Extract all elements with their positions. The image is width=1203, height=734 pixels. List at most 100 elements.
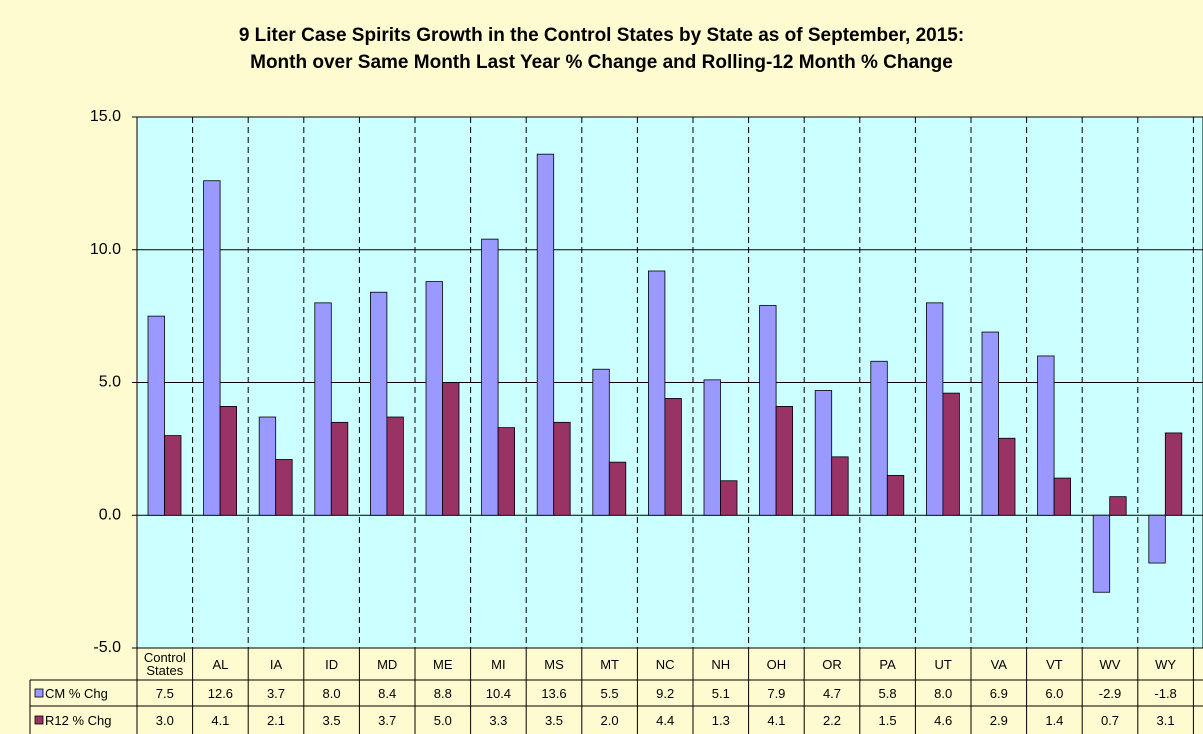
y-tick-label: 10.0 — [90, 241, 121, 258]
table-value: 3.7 — [378, 712, 397, 728]
legend-key — [34, 715, 44, 725]
bar — [442, 382, 460, 516]
table-value: 8.0 — [934, 685, 953, 701]
category-label: AL — [212, 656, 229, 672]
table-value: 12.6 — [207, 685, 234, 701]
bar — [886, 475, 905, 516]
category-label: OH — [766, 656, 787, 672]
category-label: OR — [822, 656, 842, 672]
table-value: 1.4 — [1045, 712, 1064, 728]
table-value: 2.1 — [266, 712, 286, 728]
chart-title: 9 Liter Case Spirits Growth in the Contr… — [238, 25, 965, 46]
bar — [553, 421, 571, 516]
table-value: 8.8 — [433, 685, 452, 701]
bar — [536, 153, 555, 516]
bar — [258, 416, 277, 516]
table-value: 4.1 — [211, 712, 230, 728]
table-value: 1.5 — [878, 712, 897, 728]
category-label: MD — [377, 656, 398, 672]
y-tick-label: 5.0 — [99, 374, 121, 391]
bar — [314, 302, 332, 516]
bar — [497, 427, 516, 516]
table-value: 10.4 — [485, 685, 512, 701]
bar — [219, 405, 238, 516]
table-value: 5.8 — [878, 685, 897, 701]
bar — [926, 302, 944, 516]
category-label: MI — [491, 656, 506, 672]
category-label: MT — [600, 656, 619, 672]
bar — [330, 421, 349, 516]
table-value: 2.0 — [600, 712, 619, 728]
bar — [831, 456, 849, 516]
bar — [147, 315, 165, 516]
y-tick-label: 15.0 — [90, 108, 121, 125]
category-label: VT — [1046, 656, 1063, 672]
table-value: 3.7 — [266, 685, 286, 701]
chart-subtitle: Month over Same Month Last Year % Change… — [250, 52, 953, 73]
category-label: MS — [544, 656, 564, 672]
bar — [608, 461, 627, 516]
category-label: ID — [325, 656, 339, 672]
table-value: 6.9 — [989, 685, 1008, 701]
category-label: PA — [879, 656, 896, 672]
table-value: 0.7 — [1100, 712, 1120, 728]
bar — [1092, 514, 1111, 593]
bar — [703, 379, 721, 516]
table-value: 4.6 — [934, 712, 953, 728]
bar — [1109, 496, 1127, 516]
category-label: WV — [1099, 656, 1121, 672]
bar — [481, 238, 499, 516]
table-value: 8.0 — [322, 685, 341, 701]
table-value: -2.9 — [1098, 685, 1122, 701]
bar — [386, 416, 404, 516]
bar — [592, 368, 610, 516]
bar — [998, 437, 1016, 516]
bar — [1164, 432, 1183, 516]
category-label: NH — [711, 656, 731, 672]
table-value: -1.8 — [1154, 685, 1177, 701]
bar — [981, 331, 999, 516]
table-value: 5.5 — [600, 685, 619, 701]
bar — [275, 459, 293, 516]
bar — [1053, 477, 1071, 516]
bar — [775, 405, 793, 516]
table-value: 3.0 — [155, 712, 174, 728]
table-value: 9.2 — [656, 685, 675, 701]
bar — [870, 360, 888, 516]
category-label: NC — [655, 656, 675, 672]
bar — [664, 398, 682, 516]
table-value: 3.5 — [544, 712, 564, 728]
y-tick-label: 0.0 — [99, 506, 121, 523]
bar — [814, 390, 833, 516]
category-label: WY — [1155, 656, 1177, 672]
table-value: 5.1 — [711, 685, 730, 701]
table-value: 4.7 — [822, 685, 842, 701]
bar — [425, 281, 443, 516]
table-value: 4.1 — [767, 712, 786, 728]
bar — [942, 392, 960, 516]
table-value: 1.3 — [711, 712, 730, 728]
bar — [369, 291, 388, 516]
legend-label: R12 % Chg — [45, 712, 112, 728]
table-value: 4.4 — [656, 712, 675, 728]
chart-titles: 9 Liter Case Spirits Growth in the Contr… — [0, 22, 1203, 76]
category-label: Control States — [143, 650, 186, 678]
bar — [759, 305, 777, 516]
table-value: 5.0 — [433, 712, 452, 728]
bar — [164, 435, 182, 516]
table-value: 3.3 — [489, 712, 508, 728]
table-value: 2.9 — [989, 712, 1008, 728]
table-value: 13.6 — [541, 685, 567, 701]
category-label: UT — [934, 656, 952, 672]
legend-label: CM % Chg — [45, 685, 108, 701]
table-value: 2.2 — [822, 712, 842, 728]
table-value: 8.4 — [378, 685, 397, 701]
category-label: ME — [433, 656, 453, 672]
bar — [203, 180, 221, 516]
y-tick-label: -5.0 — [93, 639, 121, 656]
category-label: VA — [990, 656, 1007, 672]
bar — [720, 480, 738, 516]
bar — [1148, 514, 1166, 564]
